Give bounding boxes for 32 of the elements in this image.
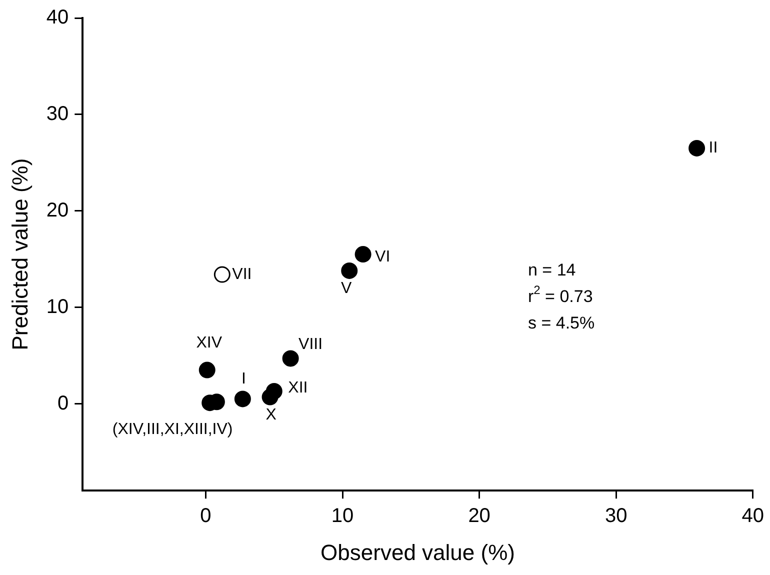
y-tick-label: 10 xyxy=(46,296,69,318)
x-tick-label: 20 xyxy=(468,505,490,528)
y-tick-label: 30 xyxy=(46,102,69,125)
point xyxy=(262,388,278,406)
point xyxy=(198,362,216,378)
x-tick-label: 30 xyxy=(604,505,628,528)
annotation: XIV xyxy=(196,334,222,352)
x-tick-label: 0 xyxy=(200,505,212,528)
annotation: II xyxy=(708,140,718,157)
x-axis-title: Observed value (%) xyxy=(320,540,515,565)
y-tick-label: 40 xyxy=(46,6,69,29)
y-tick-label: 20 xyxy=(46,199,69,222)
y-axis-title: Predicted value (%) xyxy=(7,158,32,350)
annotation: VI xyxy=(375,248,390,266)
annotation: (XIV,III,XI,XIII,IV) xyxy=(112,421,233,438)
point xyxy=(688,140,706,156)
x-tick-label: 10 xyxy=(331,505,354,528)
point xyxy=(234,390,251,408)
annotation: V xyxy=(341,280,352,298)
annotation: n = 14 xyxy=(528,260,576,280)
annotation: VIII xyxy=(298,336,323,353)
point xyxy=(214,266,230,283)
point xyxy=(282,350,299,367)
annotation: VII xyxy=(232,266,252,283)
annotation: s = 4.5% xyxy=(528,314,595,333)
annotation: X xyxy=(266,406,277,424)
x-tick-label: 40 xyxy=(742,505,764,528)
point xyxy=(341,262,358,279)
annotation: I xyxy=(241,370,246,388)
annotation: XII xyxy=(288,380,308,397)
point xyxy=(354,246,372,263)
y-tick-label: 0 xyxy=(58,392,69,414)
